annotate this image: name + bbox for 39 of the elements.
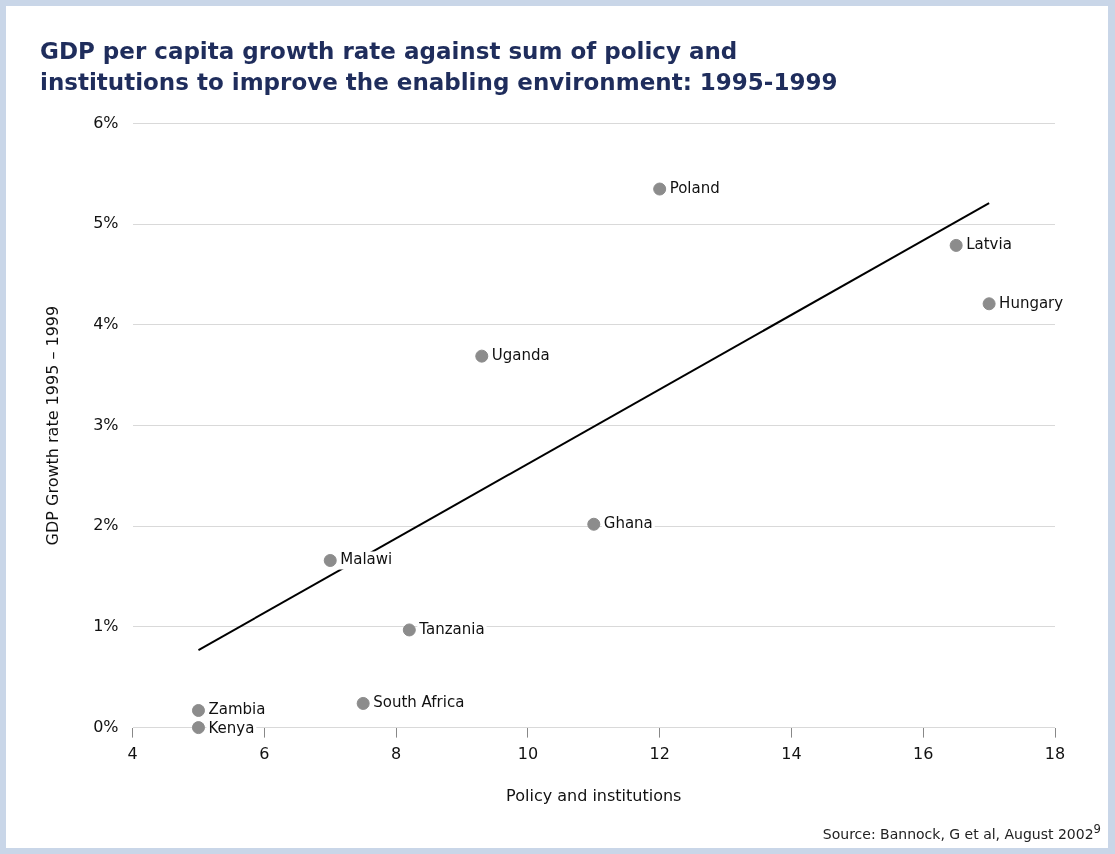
x-tick-label: 18 — [1044, 744, 1066, 764]
annotation: Malawi — [340, 550, 393, 569]
annotation: Poland — [669, 178, 720, 197]
point — [653, 182, 667, 196]
x-tick-label: 12 — [649, 744, 670, 764]
x-tick-label: 16 — [913, 744, 934, 764]
annotation: Ghana — [603, 514, 653, 533]
x-tick-label: 4 — [127, 744, 138, 764]
y-tick-label: 4% — [93, 314, 119, 334]
point — [587, 517, 601, 531]
x-tick-label: 10 — [517, 744, 539, 764]
point — [475, 349, 489, 363]
y-tick-label: 6% — [93, 112, 119, 132]
annotation: South Africa — [373, 693, 465, 712]
point — [356, 696, 370, 710]
x-tick-label: 8 — [391, 744, 402, 764]
point — [982, 297, 996, 311]
y-axis-title: GDP Growth rate 1995 – 1999 — [42, 305, 62, 546]
x-tick-label: 14 — [781, 744, 802, 764]
x-tick-label: 6 — [259, 744, 270, 764]
annotation: Uganda — [491, 346, 550, 365]
annotation: Tanzania — [418, 619, 485, 638]
annotation: Hungary — [999, 293, 1064, 312]
point — [191, 703, 205, 717]
point — [949, 238, 963, 252]
y-tick-label: 3% — [93, 414, 119, 434]
y-tick-label: 0% — [93, 716, 119, 736]
annotation: Latvia — [966, 235, 1012, 254]
x-axis-title: Policy and institutions — [506, 785, 682, 805]
annotation: Kenya — [208, 719, 255, 738]
point — [402, 623, 416, 637]
point — [323, 553, 337, 567]
source-note: Source: Bannock, G et al, August 2002$^{9}$ — [822, 822, 1101, 842]
y-tick-label: 5% — [93, 213, 119, 233]
chart-title: GDP per capita growth rate against sum of policy and institutions to improve the enabling environment: 1995-1999 — [40, 37, 839, 98]
y-tick-label: 1% — [93, 616, 119, 636]
annotation: Zambia — [208, 700, 266, 719]
point — [191, 721, 205, 735]
y-tick-label: 2% — [93, 515, 119, 535]
